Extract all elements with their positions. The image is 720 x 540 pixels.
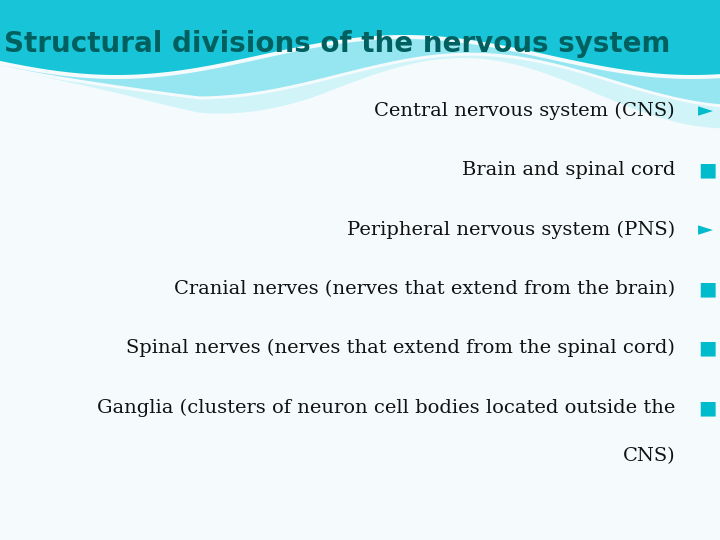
Polygon shape bbox=[0, 39, 720, 104]
Text: ►: ► bbox=[698, 101, 713, 120]
Polygon shape bbox=[0, 56, 720, 129]
Text: Brain and spinal cord: Brain and spinal cord bbox=[462, 161, 675, 179]
Text: Spinal nerves (nerves that extend from the spinal cord): Spinal nerves (nerves that extend from t… bbox=[126, 339, 675, 357]
Text: Central nervous system (CNS): Central nervous system (CNS) bbox=[374, 102, 675, 120]
Text: Structural divisions of the nervous system: Structural divisions of the nervous syst… bbox=[4, 30, 670, 58]
Text: ■: ■ bbox=[698, 160, 716, 180]
Text: ■: ■ bbox=[698, 339, 716, 358]
Text: Ganglia (clusters of neuron cell bodies located outside the: Ganglia (clusters of neuron cell bodies … bbox=[96, 399, 675, 417]
Text: Cranial nerves (nerves that extend from the brain): Cranial nerves (nerves that extend from … bbox=[174, 280, 675, 298]
Text: ■: ■ bbox=[698, 398, 716, 417]
Text: CNS): CNS) bbox=[622, 447, 675, 465]
Text: Peripheral nervous system (PNS): Peripheral nervous system (PNS) bbox=[347, 220, 675, 239]
Polygon shape bbox=[0, 0, 720, 75]
Text: ■: ■ bbox=[698, 279, 716, 299]
Text: ►: ► bbox=[698, 220, 713, 239]
